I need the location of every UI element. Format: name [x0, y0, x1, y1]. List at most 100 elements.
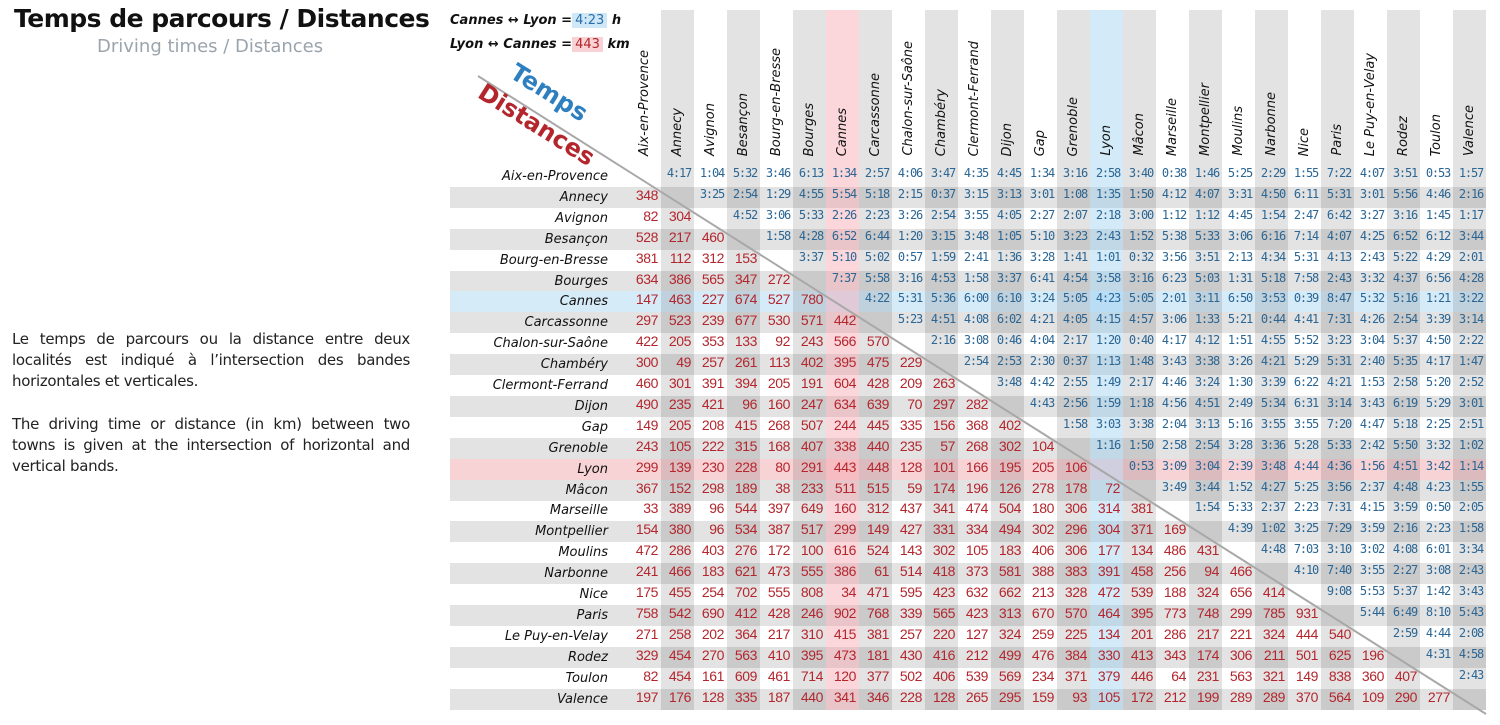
time-cell: 5:50 — [1392, 437, 1418, 452]
distance-cell: 149 — [635, 416, 659, 433]
distance-cell: 231 — [1196, 667, 1220, 684]
time-cell: 3:43 — [1359, 395, 1385, 410]
distance-cell: 534 — [734, 521, 758, 538]
time-cell: 1:29 — [765, 186, 791, 201]
distance-cell: 528 — [635, 228, 659, 245]
distance-cell: 902 — [833, 604, 857, 621]
distance-cell: 239 — [701, 312, 725, 329]
distance-cell: 315 — [734, 437, 758, 454]
row-label: Nice — [579, 587, 608, 602]
time-cell: 4:53 — [930, 270, 956, 285]
time-cell: 2:17 — [1062, 333, 1088, 348]
distance-cell: 80 — [775, 458, 790, 475]
distance-cell: 127 — [965, 625, 989, 642]
time-cell: 5:31 — [1293, 249, 1319, 264]
time-cell: 4:17 — [1425, 354, 1451, 369]
distance-cell: 166 — [965, 458, 989, 475]
distance-cell: 460 — [635, 375, 659, 391]
time-cell: 5:16 — [1227, 416, 1253, 431]
distance-cell: 187 — [767, 688, 791, 705]
time-cell: 0:46 — [996, 333, 1022, 348]
column-header-label: Nice — [1297, 127, 1312, 156]
distance-cell: 312 — [701, 249, 725, 266]
row-label: Gap — [581, 419, 608, 435]
distance-cell: 444 — [1295, 625, 1319, 642]
time-cell: 3:22 — [1458, 291, 1484, 306]
column-header: Cannes — [826, 10, 859, 156]
distance-cell: 82 — [643, 667, 658, 684]
time-cell: 3:01 — [1359, 186, 1385, 201]
distance-cell: 149 — [866, 521, 890, 538]
distance-cell: 566 — [833, 333, 857, 350]
column-header: Paris — [1321, 10, 1354, 156]
distance-cell: 343 — [1163, 646, 1187, 663]
time-cell: 3:55 — [1260, 416, 1286, 431]
time-cell: 5:31 — [1326, 354, 1352, 369]
time-cell: 1:46 — [1194, 166, 1220, 180]
time-cell: 4:10 — [1293, 563, 1319, 578]
distance-cell: 341 — [932, 500, 956, 517]
column-header-label: Aix-en-Provence — [637, 49, 652, 156]
distance-cell: 217 — [767, 625, 791, 642]
time-cell: 6:02 — [996, 312, 1022, 327]
distance-cell: 463 — [668, 291, 692, 308]
time-cell: 3:08 — [1425, 563, 1451, 578]
time-cell: 4:21 — [1029, 312, 1055, 327]
time-cell: 4:17 — [666, 166, 692, 180]
time-cell: 3:16 — [1062, 166, 1088, 180]
row-label: Avignon — [555, 210, 608, 226]
time-cell: 3:14 — [1458, 312, 1484, 327]
distance-cell: 286 — [1163, 625, 1187, 642]
time-cell: 4:41 — [1293, 312, 1319, 327]
time-cell: 3:36 — [1260, 437, 1286, 452]
time-cell: 7:22 — [1326, 166, 1352, 180]
distance-cell: 261 — [734, 354, 758, 371]
distance-cell: 476 — [1031, 646, 1055, 663]
distance-cell: 277 — [1427, 688, 1451, 705]
time-cell: 4:07 — [1326, 228, 1352, 243]
distance-cell: 161 — [701, 667, 725, 684]
distance-cell: 381 — [1130, 500, 1154, 517]
distance-cell: 335 — [734, 688, 758, 705]
time-cell: 2:40 — [1359, 354, 1385, 369]
distance-cell: 334 — [965, 521, 989, 538]
time-cell: 3:04 — [1359, 333, 1385, 348]
time-cell: 4:12 — [1161, 186, 1187, 201]
column-header-label: Moulins — [1231, 106, 1246, 156]
column-header-label: Annecy — [670, 107, 685, 156]
distance-cell: 780 — [800, 291, 824, 308]
column-header-label: Marseille — [1165, 97, 1180, 156]
row-label: Narbonne — [544, 566, 608, 582]
time-cell: 2:39 — [1227, 458, 1253, 473]
row-label: Dijon — [574, 398, 608, 414]
time-cell: 3:56 — [1326, 479, 1352, 494]
distance-cell: 391 — [701, 375, 725, 391]
distance-cell: 348 — [635, 186, 659, 203]
distance-cell: 304 — [1097, 521, 1121, 538]
time-cell: 3:23 — [1326, 333, 1352, 348]
time-cell: 5:10 — [831, 249, 857, 264]
distance-cell: 113 — [768, 354, 791, 371]
distance-cell: 205 — [1031, 458, 1055, 475]
distance-cell: 430 — [899, 646, 923, 663]
distance-cell: 212 — [965, 646, 989, 663]
time-cell: 6:12 — [1425, 228, 1451, 243]
distance-cell: 297 — [932, 395, 956, 412]
time-cell: 3:01 — [1458, 395, 1484, 410]
time-cell: 3:53 — [1260, 291, 1286, 306]
distance-cell: 324 — [998, 625, 1022, 642]
time-cell: 6:42 — [1326, 207, 1352, 222]
distance-cell: 339 — [899, 604, 923, 621]
distance-cell: 555 — [800, 563, 824, 580]
time-cell: 3:43 — [1161, 354, 1187, 369]
time-cell: 1:20 — [897, 228, 923, 243]
row-label: Grenoble — [548, 440, 608, 456]
time-cell: 4:52 — [732, 207, 758, 222]
distance-cell: 235 — [668, 395, 692, 412]
time-cell: 2:54 — [732, 186, 758, 201]
distance-cell: 291 — [800, 458, 824, 475]
time-cell: 0:37 — [1062, 354, 1088, 369]
time-cell: 6:22 — [1293, 375, 1319, 389]
distance-cell: 542 — [668, 604, 692, 621]
time-cell: 5:31 — [1326, 186, 1352, 201]
